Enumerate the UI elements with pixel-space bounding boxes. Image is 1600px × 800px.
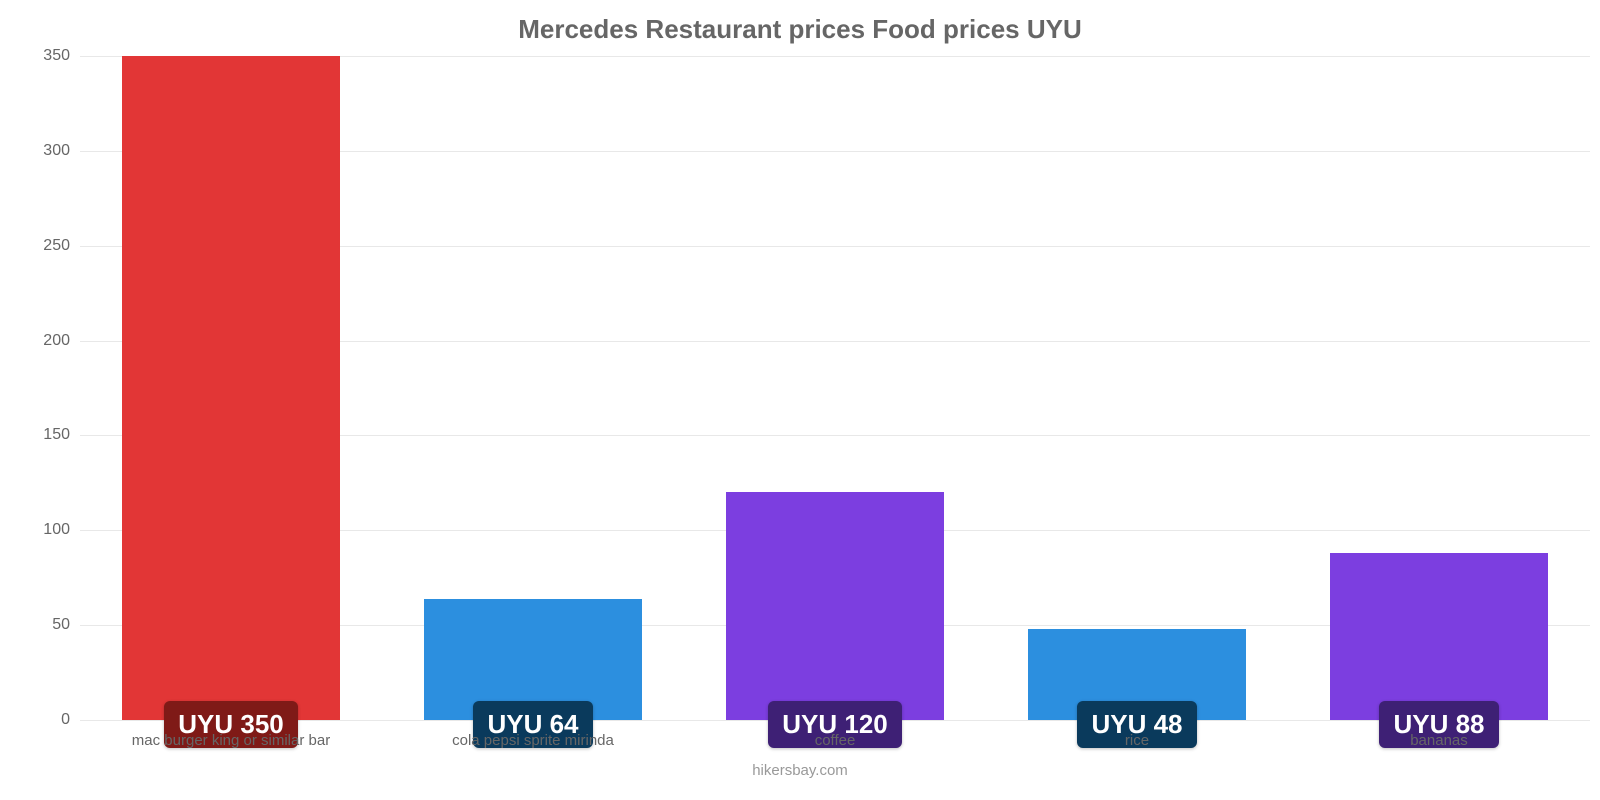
- bar: UYU 48: [1028, 629, 1245, 720]
- x-axis-labels: mac burger king or similar barcola pepsi…: [80, 732, 1590, 749]
- bar: UYU 120: [726, 492, 943, 720]
- x-tick-label: coffee: [684, 732, 986, 749]
- x-tick-label: bananas: [1288, 732, 1590, 749]
- price-bar-chart: Mercedes Restaurant prices Food prices U…: [0, 0, 1600, 800]
- bar-slot: UYU 48: [986, 56, 1288, 720]
- y-tick-label: 150: [43, 426, 80, 444]
- y-tick-label: 250: [43, 237, 80, 255]
- bar-slot: UYU 120: [684, 56, 986, 720]
- y-tick-label: 300: [43, 142, 80, 160]
- bar: UYU 64: [424, 599, 641, 720]
- x-tick-label: mac burger king or similar bar: [80, 732, 382, 749]
- y-tick-label: 0: [61, 711, 80, 729]
- y-tick-label: 350: [43, 47, 80, 65]
- bar-slot: UYU 350: [80, 56, 382, 720]
- bars-container: UYU 350 UYU 64 UYU 120 UYU 48 UYU 88: [80, 56, 1590, 720]
- credit-text: hikersbay.com: [0, 762, 1600, 779]
- x-tick-label: rice: [986, 732, 1288, 749]
- bar: UYU 88: [1330, 553, 1547, 720]
- y-tick-label: 50: [52, 616, 80, 634]
- y-tick-label: 100: [43, 521, 80, 539]
- bar-slot: UYU 64: [382, 56, 684, 720]
- x-tick-label: cola pepsi sprite mirinda: [382, 732, 684, 749]
- y-tick-label: 200: [43, 332, 80, 350]
- bar: UYU 350: [122, 56, 339, 720]
- plot-area: 050100150200250300350 UYU 350UYU 64UYU 1…: [80, 56, 1590, 720]
- bar-slot: UYU 88: [1288, 56, 1590, 720]
- chart-title: Mercedes Restaurant prices Food prices U…: [0, 0, 1600, 45]
